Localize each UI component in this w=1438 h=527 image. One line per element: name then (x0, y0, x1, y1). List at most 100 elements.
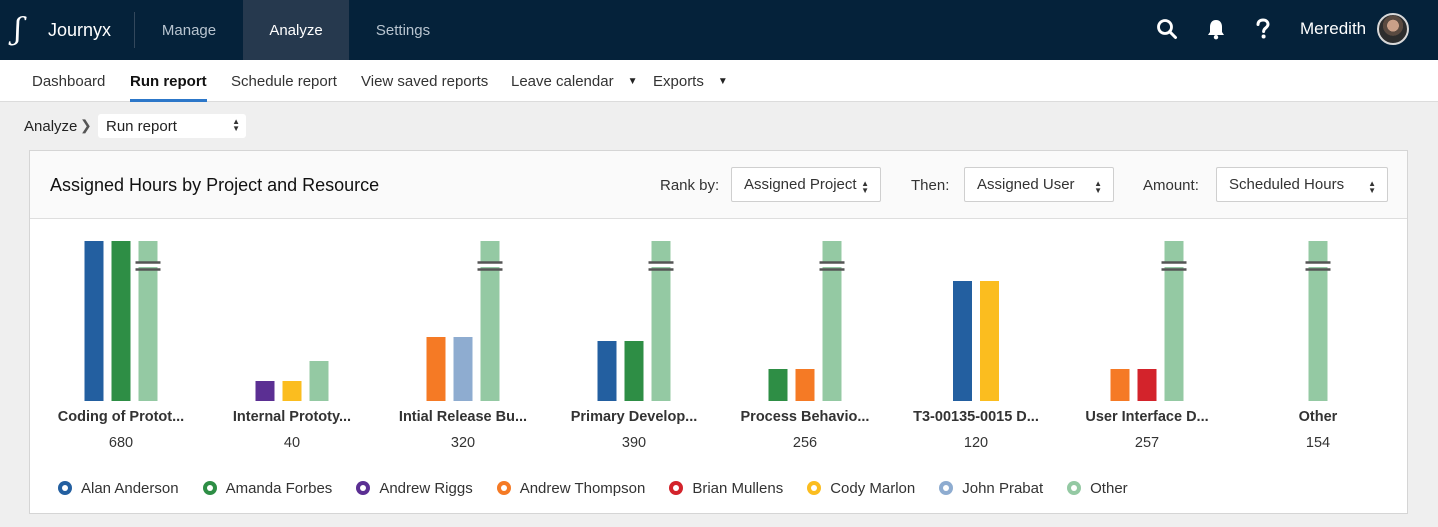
panel-header: Assigned Hours by Project and Resource R… (30, 151, 1407, 219)
subnav-schedule-report-label: Schedule report (231, 72, 337, 90)
legend-dot-icon (202, 481, 217, 495)
legend-label: Andrew Thompson (519, 479, 646, 497)
category-total: 680 (109, 435, 133, 451)
bar-1-2[interactable] (309, 361, 329, 401)
updown-icon: ▲ ▼ (1368, 179, 1376, 195)
legend-dot-icon (58, 481, 72, 495)
legend-dot-icon (669, 481, 684, 495)
axis-break-icon (819, 261, 845, 271)
subnav-exports[interactable]: Exports ▼ (653, 60, 728, 102)
bar-1-0[interactable] (255, 381, 275, 401)
bar-1-1[interactable] (282, 381, 302, 401)
amount-select[interactable]: Scheduled Hours ▲ ▼ (1216, 167, 1388, 202)
legend-dot-icon (496, 481, 511, 495)
top-divider (134, 12, 135, 48)
topnav-analyze[interactable]: Analyze (243, 0, 349, 60)
subnav-run-report[interactable]: Run report (130, 60, 207, 102)
bar-2-2[interactable] (480, 241, 500, 401)
topnav-manage[interactable]: Manage (161, 21, 217, 39)
legend-item[interactable]: Brian Mullens (669, 480, 783, 497)
rank-by-label: Rank by: (660, 177, 720, 194)
rank-by-select[interactable]: Assigned Project ▲ ▼ (731, 167, 881, 202)
bar-3-2[interactable] (651, 241, 671, 401)
axis-break-icon (648, 261, 674, 271)
legend-label: Andrew Riggs (379, 479, 473, 497)
subnav-dashboard[interactable]: Dashboard (32, 60, 105, 102)
top-nav: Manage Analyze Settings (135, 0, 457, 60)
bar-6-1[interactable] (1137, 369, 1157, 401)
category-label: Primary Develop... (571, 409, 698, 425)
then-select[interactable]: Assigned User ▲ ▼ (964, 167, 1114, 202)
subnav-view-saved-reports[interactable]: View saved reports (361, 60, 488, 102)
panel-title: Assigned Hours by Project and Resource (50, 175, 380, 195)
topnav-settings[interactable]: Settings (375, 21, 431, 39)
report-select[interactable]: Run report ▲ ▼ (98, 114, 246, 138)
legend-item[interactable]: Cody Marlon (807, 480, 915, 497)
updown-icon: ▲ ▼ (861, 179, 869, 195)
subnav-schedule-report[interactable]: Schedule report (231, 60, 337, 102)
help-icon[interactable] (1250, 16, 1276, 42)
bar-0-0[interactable] (84, 241, 104, 401)
bar-0-1[interactable] (111, 241, 131, 401)
axis-break-icon (477, 261, 503, 271)
category-label: User Interface D... (1085, 409, 1208, 425)
axis-break-icon (1161, 261, 1187, 271)
category-total: 320 (451, 435, 475, 451)
amount-value: Scheduled Hours (1229, 176, 1345, 193)
then-value: Assigned User (977, 176, 1075, 193)
legend-dot-icon (1067, 481, 1082, 495)
bar-6-2[interactable] (1164, 241, 1184, 401)
category-total: 390 (622, 435, 646, 451)
bar-5-0[interactable] (953, 281, 972, 401)
subnav-leave-calendar-label: Leave calendar (511, 72, 614, 90)
subnav-leave-calendar[interactable]: Leave calendar ▼ (511, 60, 637, 102)
bar-3-0[interactable] (597, 341, 617, 401)
breadcrumb-analyze[interactable]: Analyze (24, 118, 78, 135)
journyx-logo[interactable]: ʃ Journyx (14, 12, 111, 48)
bar-7-0[interactable] (1308, 241, 1328, 401)
category-total: 256 (793, 435, 817, 451)
app-name: Journyx (48, 19, 112, 40)
bar-4-0[interactable] (768, 369, 788, 401)
journyx-logo-icon: ʃ (14, 12, 23, 47)
category-total: 40 (284, 435, 300, 451)
bar-4-1[interactable] (795, 369, 815, 401)
legend-item[interactable]: John Prabat (939, 480, 1043, 497)
avatar[interactable] (1377, 13, 1409, 45)
legend-item[interactable]: Other (1067, 480, 1128, 497)
bar-2-1[interactable] (453, 337, 473, 401)
bar-2-0[interactable] (426, 337, 446, 401)
legend-item[interactable]: Amanda Forbes (202, 480, 332, 497)
legend-label: Alan Anderson (81, 479, 179, 497)
sub-nav: Dashboard Run report Schedule report Vie… (0, 60, 1438, 102)
user-name[interactable]: Meredith (1300, 19, 1367, 38)
top-bar: ʃ Journyx Manage Analyze Settings Meredi… (0, 0, 1438, 60)
legend-item[interactable]: Alan Anderson (58, 480, 179, 497)
category-total: 120 (964, 435, 988, 451)
axis-break-icon (1305, 261, 1331, 271)
bar-3-1[interactable] (624, 341, 644, 401)
search-icon[interactable] (1154, 16, 1180, 42)
bar-0-2[interactable] (138, 241, 158, 401)
bar-5-1[interactable] (980, 281, 999, 401)
subnav-dashboard-label: Dashboard (32, 72, 106, 90)
assigned-hours-bar-chart: Coding of Protot... 680 Internal Prototy..… (58, 241, 1338, 451)
legend-label: Other (1090, 479, 1128, 497)
legend-label: John Prabat (962, 479, 1044, 497)
legend-label: Cody Marlon (830, 479, 916, 497)
legend-item[interactable]: Andrew Riggs (356, 479, 473, 497)
category-label: Intial Release Bu... (399, 409, 527, 425)
category-label: T3-00135-0015 D... (913, 409, 1039, 425)
subnav-exports-label: Exports (653, 72, 704, 90)
category-label: Internal Prototy... (233, 409, 351, 425)
bell-icon[interactable] (1203, 16, 1229, 42)
legend-dot-icon (356, 481, 371, 495)
bar-6-0[interactable] (1110, 369, 1130, 401)
category-total: 257 (1135, 435, 1159, 451)
legend-label: Brian Mullens (692, 479, 784, 497)
updown-icon: ▲ ▼ (232, 117, 240, 133)
then-label: Then: (911, 177, 950, 194)
legend-item[interactable]: Andrew Thompson (496, 479, 646, 497)
subnav-view-saved-reports-label: View saved reports (361, 72, 489, 90)
bar-4-2[interactable] (822, 241, 842, 401)
